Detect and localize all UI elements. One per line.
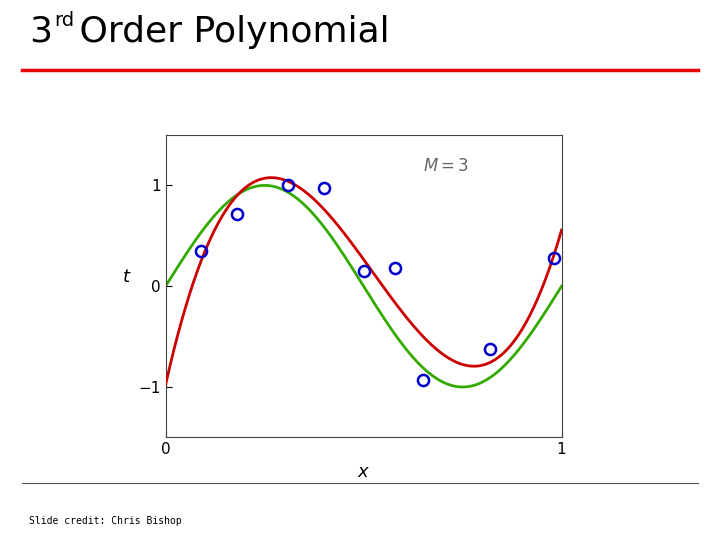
Text: rd: rd (54, 11, 74, 30)
X-axis label: $x$: $x$ (357, 463, 370, 481)
Text: 3: 3 (29, 15, 52, 49)
Text: Order Polynomial: Order Polynomial (68, 15, 390, 49)
Text: Slide credit: Chris Bishop: Slide credit: Chris Bishop (29, 516, 181, 526)
Text: $M = 3$: $M = 3$ (423, 158, 469, 176)
Y-axis label: $t$: $t$ (122, 268, 132, 286)
